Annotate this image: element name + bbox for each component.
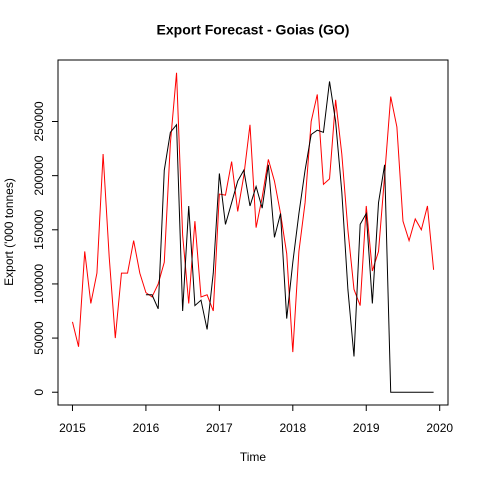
y-axis-label: Export ('000 tonnes)	[2, 178, 16, 286]
y-tick-label: 0	[32, 389, 46, 396]
y-tick-label: 150000	[32, 209, 46, 249]
y-tick-label: 250000	[32, 101, 46, 141]
y-tick-label: 100000	[32, 264, 46, 304]
x-tick-label: 2018	[279, 421, 306, 435]
series-line	[71, 72, 435, 353]
x-tick-label: 2019	[353, 421, 380, 435]
plot-frame	[57, 59, 449, 406]
x-tick-label: 2015	[59, 421, 86, 435]
x-axis-label: Time	[240, 450, 267, 464]
x-tick-label: 2020	[426, 421, 453, 435]
series-line	[145, 81, 434, 393]
x-tick-label: 2016	[133, 421, 160, 435]
y-tick-label: 50000	[32, 321, 46, 355]
y-tick-label: 200000	[32, 155, 46, 195]
x-tick-label: 2017	[206, 421, 233, 435]
chart-title: Export Forecast - Goias (GO)	[157, 22, 350, 38]
